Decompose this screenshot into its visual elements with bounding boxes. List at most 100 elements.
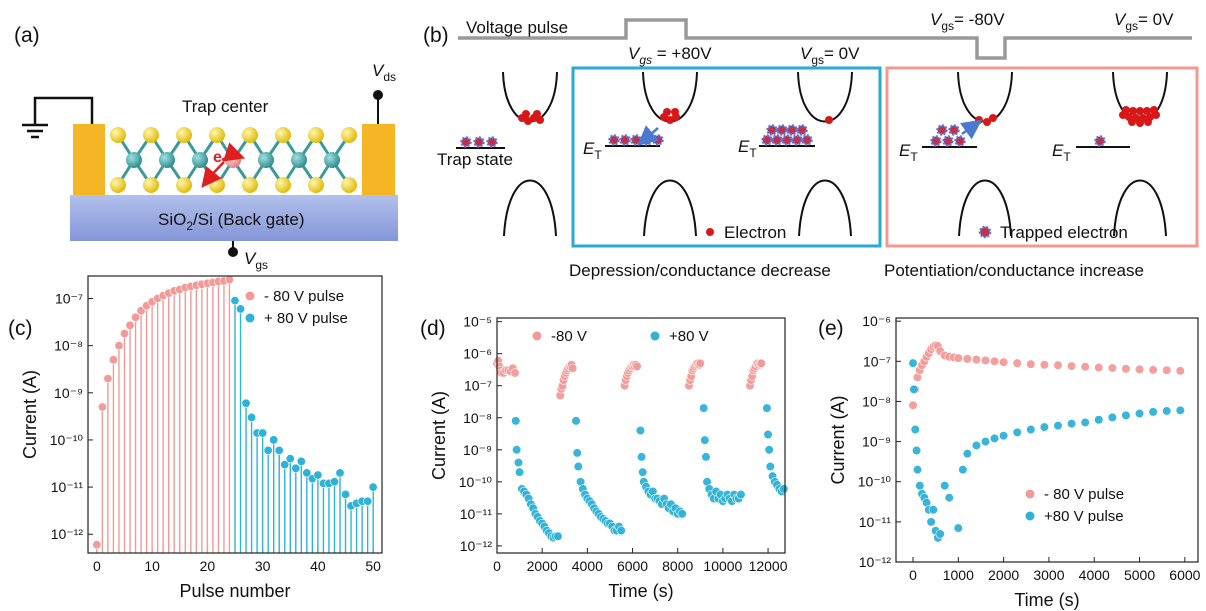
legend-label: - 80 V pulse xyxy=(1044,486,1124,503)
point xyxy=(699,403,709,413)
point xyxy=(1162,406,1172,416)
subscript: gs xyxy=(811,53,824,67)
point xyxy=(616,526,626,536)
stem-marker xyxy=(280,460,290,470)
pulse-label: Voltage pulse xyxy=(466,18,568,37)
x-tick-label: 4000 xyxy=(572,558,603,574)
trapped-electron xyxy=(930,135,942,147)
trapped-electron xyxy=(652,134,664,146)
electron xyxy=(825,116,833,124)
electron-legend: Electron xyxy=(724,223,786,242)
metal-atom xyxy=(126,152,142,168)
stem-marker xyxy=(247,412,257,422)
x-tick-label: 10000 xyxy=(703,558,742,574)
point xyxy=(635,425,646,436)
point xyxy=(1148,407,1158,417)
arrow xyxy=(201,161,225,188)
point xyxy=(1148,365,1158,375)
valence-band xyxy=(1113,179,1167,237)
trapped-electron xyxy=(473,136,485,148)
sulfur-atom xyxy=(143,127,159,143)
lattice xyxy=(110,127,357,193)
point xyxy=(763,429,773,440)
panel-label: (e) xyxy=(818,317,844,340)
x-axis-label: Time (s) xyxy=(608,581,673,601)
electron xyxy=(1143,107,1151,115)
trapped-electron xyxy=(801,134,813,146)
ground xyxy=(22,96,94,139)
electron xyxy=(524,117,532,125)
point xyxy=(908,358,918,368)
legend-label: -80 V xyxy=(551,328,587,345)
point xyxy=(980,436,991,447)
stem-marker xyxy=(103,374,113,384)
terminal xyxy=(373,90,383,100)
text: = 0V xyxy=(1138,10,1174,29)
trapped-electron xyxy=(630,134,642,146)
x-tick-label: 3000 xyxy=(1033,567,1064,583)
point xyxy=(1039,422,1049,432)
point xyxy=(909,384,919,394)
point xyxy=(928,505,938,515)
metal-atom xyxy=(258,152,274,168)
trapped-electron xyxy=(486,136,498,148)
x-tick-label: 40 xyxy=(310,558,326,574)
stem-marker xyxy=(258,428,268,438)
electron xyxy=(1144,118,1152,126)
point xyxy=(944,493,954,503)
point xyxy=(953,353,963,363)
y-tick-label: 10⁻⁷ xyxy=(863,353,891,369)
symbol: V xyxy=(930,10,943,29)
symbol: V xyxy=(372,61,385,80)
point xyxy=(756,358,766,368)
point xyxy=(1026,359,1036,369)
point xyxy=(636,452,647,462)
y-tick-label: 10⁻⁹ xyxy=(463,442,492,458)
symbol: V xyxy=(244,249,257,268)
y-tick-label: 10⁻⁸ xyxy=(862,393,891,409)
sulfur-atom xyxy=(308,127,324,143)
stem-marker xyxy=(302,468,312,478)
potentiation-label: Potentiation/conductance increase xyxy=(884,261,1144,280)
point xyxy=(926,517,936,527)
stem-marker xyxy=(274,445,284,455)
metal-atom xyxy=(324,152,340,168)
plot-frame xyxy=(496,317,786,554)
valence-band xyxy=(798,179,852,237)
subscript: 2 xyxy=(186,219,193,233)
legend-label: +80 V xyxy=(669,328,709,345)
trap-center-label: Trap center xyxy=(182,97,269,116)
x-tick-label: 2000 xyxy=(988,567,1019,583)
point xyxy=(1080,417,1090,428)
substrate xyxy=(70,195,398,241)
x-tick-label: 6000 xyxy=(617,558,648,574)
y-tick-label: 10⁻¹¹ xyxy=(859,514,892,530)
sulfur-atom xyxy=(110,127,126,143)
arrow xyxy=(637,125,659,146)
y-tick-label: 10⁻¹⁰ xyxy=(858,474,892,490)
level-label: ET xyxy=(583,139,602,162)
electron xyxy=(522,110,530,118)
trapped-electron xyxy=(796,124,808,136)
x-tick-label: 12000 xyxy=(749,558,788,574)
sulfur-atom xyxy=(341,127,357,143)
level-label: ET xyxy=(738,137,757,160)
stem-marker xyxy=(92,540,102,550)
sulfur-atom xyxy=(209,177,225,193)
point xyxy=(1066,361,1077,371)
legend-label: - 80 V pulse xyxy=(264,288,344,305)
y-tick-label: 10⁻¹⁰ xyxy=(50,432,84,448)
x-tick-label: 50 xyxy=(365,558,381,574)
y-tick-label: 10⁻⁷ xyxy=(464,378,492,394)
trapped-icon xyxy=(978,225,992,239)
stem-marker xyxy=(335,468,345,478)
pulse-value: Vgs= -80V xyxy=(930,10,1005,33)
stem-marker xyxy=(368,482,378,492)
subscript: T xyxy=(749,146,757,160)
point xyxy=(1121,410,1131,420)
y-tick-label: 10⁻¹⁰ xyxy=(459,474,493,490)
x-tick-label: 10 xyxy=(144,558,160,574)
sulfur-atom xyxy=(143,177,159,193)
electron xyxy=(1129,107,1137,115)
point xyxy=(1066,419,1077,429)
